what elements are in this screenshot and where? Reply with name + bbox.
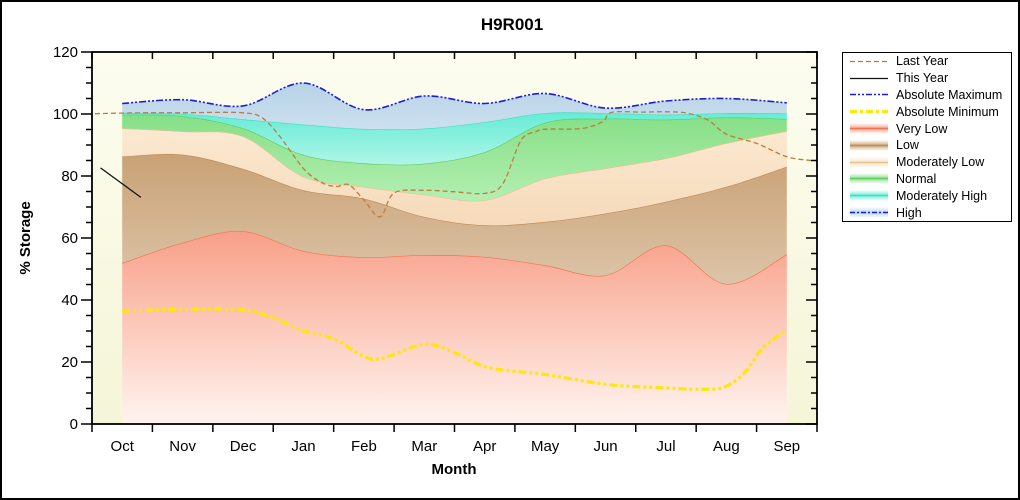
legend-item: This Year	[843, 70, 1011, 87]
legend-swatch-line	[850, 94, 888, 96]
band-normal	[122, 114, 787, 201]
y-tick-label: 0	[70, 416, 78, 433]
line-this-year	[100, 167, 142, 198]
legend-item: Moderately Low	[843, 154, 1011, 171]
y-tick-label: 40	[61, 292, 78, 309]
y-tick-label: 100	[53, 106, 78, 123]
legend-item: Absolute Maximum	[843, 87, 1011, 104]
x-tick-label: Jan	[291, 438, 315, 455]
legend-label: Absolute Maximum	[896, 87, 1003, 102]
line-last-year	[94, 110, 812, 218]
y-tick-label: 60	[61, 230, 78, 247]
legend-item: Normal	[843, 171, 1011, 188]
legend-swatch-line	[850, 77, 888, 79]
legend-swatch-band	[850, 156, 888, 168]
band-high	[122, 82, 787, 130]
data-lines	[94, 82, 812, 391]
legend-label: Moderately Low	[896, 155, 985, 170]
band-low	[122, 153, 787, 284]
x-axis-title: Month	[432, 461, 477, 478]
band-moderately-high	[122, 112, 787, 165]
y-axis-title: % Storage	[17, 201, 34, 274]
x-tick-label: Jun	[593, 438, 617, 455]
x-tick-label: Nov	[169, 438, 196, 455]
legend-label: Absolute Minimum	[896, 104, 999, 119]
legend-item: Very Low	[843, 120, 1011, 137]
x-tick-label: Apr	[473, 438, 496, 455]
x-tick-label: May	[531, 438, 560, 455]
chart-title: H9R001	[481, 15, 543, 34]
x-tick-label: Jul	[656, 438, 675, 455]
tick-labels: 0 20 40 60 80 100 120 Oct Nov Dec Jan Feb Mar Apr May J…	[53, 44, 800, 455]
x-tick-label: Mar	[411, 438, 437, 455]
legend-swatch-band	[850, 173, 888, 185]
legend-label: High	[896, 205, 922, 220]
band-very-low	[122, 231, 787, 424]
legend-label: Very Low	[896, 121, 948, 136]
legend-swatch-line	[850, 110, 888, 114]
legend-label: Moderately High	[896, 188, 988, 203]
legend-swatch-band	[850, 123, 888, 135]
legend-label: Normal	[896, 171, 937, 186]
x-tick-label: Sep	[773, 438, 800, 455]
y-tick-label: 20	[61, 354, 78, 371]
legend-item: Last Year	[843, 53, 1011, 70]
line-absolute-maximum	[122, 82, 787, 111]
legend-item: Absolute Minimum	[843, 103, 1011, 120]
band-moderately-low	[122, 128, 787, 226]
legend-label: This Year	[896, 71, 949, 86]
legend-item: Low	[843, 137, 1011, 154]
legend-label: Low	[896, 138, 919, 153]
legend-item: High	[843, 204, 1011, 221]
y-tick-label: 80	[61, 168, 78, 185]
x-tick-label: Aug	[713, 438, 740, 455]
legend-label: Last Year	[896, 54, 949, 69]
line-absolute-minimum	[122, 307, 788, 391]
percentile-bands	[121, 82, 788, 424]
legend: Last Year This Year Absolute Maximum Absolu…	[842, 52, 1012, 222]
x-tick-label: Feb	[351, 438, 377, 455]
legend-swatch-band	[850, 190, 888, 202]
legend-swatch-band	[850, 139, 888, 151]
x-tick-label: Dec	[230, 438, 257, 455]
legend-swatch-band	[850, 207, 888, 219]
axes	[81, 51, 818, 432]
legend-item: Moderately High	[843, 187, 1011, 204]
legend-swatch-line	[850, 60, 888, 63]
x-tick-label: Oct	[111, 438, 135, 455]
y-tick-label: 120	[53, 44, 78, 61]
